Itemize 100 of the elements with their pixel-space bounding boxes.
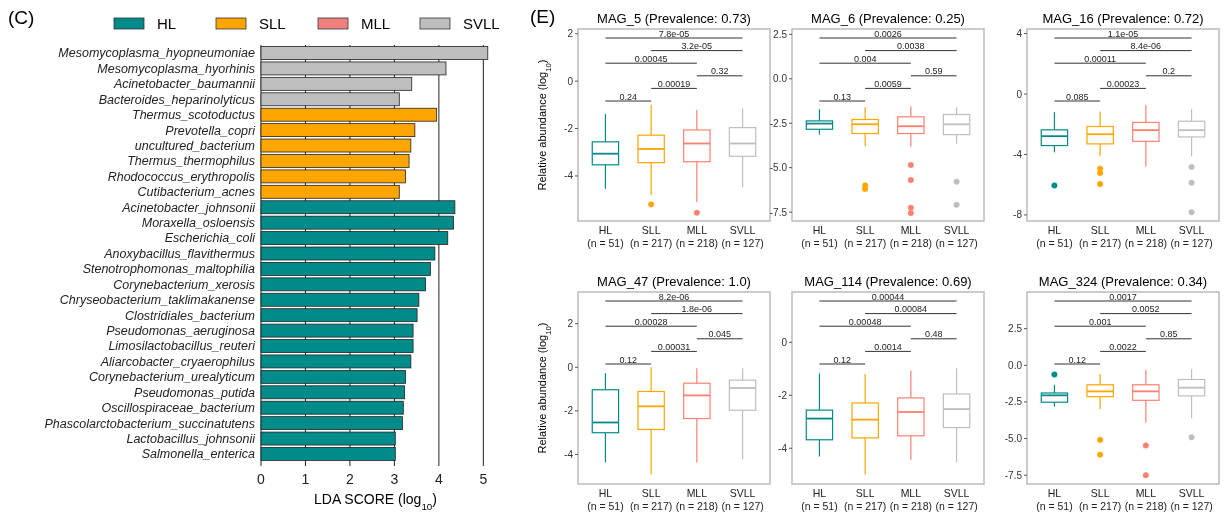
annotation: 0.00044 [871, 291, 905, 302]
significance-bracket: 0.0022 [1099, 341, 1147, 352]
y-tick-label: 2 [567, 318, 574, 330]
y-tick-label: Mesomycoplasma_hyorhinis [97, 61, 255, 76]
significance-bracket: 0.001 [1053, 316, 1147, 327]
x-tick-label: 1 [301, 471, 310, 487]
y-tick-label: -4 [1013, 148, 1023, 160]
y-tick-label: Anoxybacillus_flavithermus [103, 246, 255, 261]
y-tick-label: -4 [564, 449, 574, 461]
x-tick-label: HL (n = 51) [801, 487, 838, 512]
y-tick-label: -4 [564, 170, 574, 182]
annotation: 0.0026 [874, 28, 902, 39]
y-tick-label: 4 [1016, 28, 1023, 40]
annotation: 8.2e-06 [658, 291, 690, 302]
y-tick-label: Limosilactobacillus_reuteri [108, 339, 257, 354]
significance-bracket: 0.2 [1145, 66, 1193, 77]
annotation: 1.8e-06 [681, 304, 713, 315]
annotation: 0.004 [853, 53, 877, 64]
significance-bracket: 0.12 [604, 354, 652, 365]
x-tick-label: MLL (n = 218) [675, 487, 719, 512]
x-tick-label: 2 [346, 471, 355, 487]
y-tick-label: Thermus_thermophilus [127, 154, 255, 169]
annotation: 0.13 [833, 91, 852, 102]
x-tick-label: SVLL (n = 127) [721, 224, 764, 249]
y-tick-label: Acinetobacter_baumannii [112, 77, 257, 92]
significance-bracket: 0.00011 [1053, 53, 1147, 64]
legend-label: HL [157, 15, 177, 32]
annotation: 0.0022 [1109, 341, 1137, 352]
y-tick-label: Pseudomonas_putida [134, 385, 256, 400]
significance-bracket: 0.12 [818, 354, 866, 365]
x-tick-label: SLL (n = 217) [843, 487, 887, 512]
annotation: 0.48 [924, 329, 943, 340]
chart-title: MAG_324 (Prevalence: 0.34) [1038, 274, 1208, 289]
x-tick-label: SLL (n = 217) [1078, 487, 1122, 512]
x-tick-label: MLL (n = 218) [1124, 487, 1168, 512]
significance-bracket: 0.0026 [818, 28, 958, 39]
annotation: 0.0059 [874, 78, 902, 89]
significance-bracket: 0.0052 [1099, 304, 1193, 315]
y-tick-label: Chryseobacterium_taklimakanense [59, 293, 256, 308]
y-tick-label: -4 [778, 442, 788, 454]
y-tick-label: Stenotrophomonas_maltophilia [82, 262, 256, 277]
y-tick-label: Rhodococcus_erythropolis [107, 169, 255, 184]
y-tick-label: Thermus_scotoductus [132, 108, 255, 123]
annotation: 0.12 [619, 354, 638, 365]
significance-bracket: 0.0038 [864, 41, 958, 52]
x-tick-label: HL (n = 51) [587, 224, 624, 249]
x-tick-label: SLL (n = 217) [629, 224, 673, 249]
x-tick-label: SLL (n = 217) [843, 224, 887, 249]
x-tick-label: MLL (n = 218) [675, 224, 719, 249]
annotation: 0.0038 [897, 41, 925, 52]
x-tick-label: SLL (n = 217) [629, 487, 673, 512]
significance-bracket: 0.85 [1145, 329, 1193, 340]
annotation: 1.1e-05 [1107, 28, 1139, 39]
chart-title: MAG_114 (Prevalence: 0.69) [804, 274, 972, 289]
legend-label: MLL [361, 15, 391, 32]
x-tick-label: SVLL (n = 127) [721, 487, 764, 512]
significance-bracket: 0.085 [1053, 91, 1101, 102]
y-tick-label: Bacteroides_heparinolyticus [98, 92, 255, 107]
annotation: 7.8e-05 [658, 28, 690, 39]
y-tick-label: Oscillospiraceae_bacterium [101, 401, 255, 416]
y-tick-label: 2.5 [1008, 323, 1023, 335]
y-tick-label: 0.0 [773, 73, 788, 85]
x-tick-label: SVLL (n = 127) [1170, 224, 1213, 249]
y-tick-label: -2.5 [769, 117, 788, 129]
annotation: 0.59 [924, 66, 943, 77]
y-tick-label: 0 [781, 336, 788, 348]
x-tick-label: 3 [390, 471, 399, 487]
x-tick-label: HL (n = 51) [1036, 224, 1073, 249]
annotation: 0.0017 [1109, 291, 1137, 302]
y-tick-label: Mesomycoplasma_hyopneumoniae [58, 46, 256, 61]
annotation: 0.12 [1068, 354, 1087, 365]
significance-bracket: 0.00048 [818, 316, 912, 327]
significance-bracket: 8.2e-06 [604, 291, 744, 302]
annotation: 0.0052 [1132, 304, 1160, 315]
annotation: 0.00023 [1106, 78, 1140, 89]
significance-bracket: 0.48 [910, 329, 958, 340]
significance-bracket: 0.0017 [1053, 291, 1193, 302]
significance-bracket: 0.00019 [650, 78, 698, 89]
annotation: 0.00084 [894, 304, 928, 315]
y-tick-label: -7.5 [1004, 469, 1023, 481]
x-axis-title: LDA SCORE (log$_{10}$) [314, 491, 437, 512]
annotation: 0.00048 [848, 316, 882, 327]
annotation: 8.4e-06 [1130, 41, 1162, 52]
chart-title: MAG_6 (Prevalence: 0.25) [811, 11, 965, 26]
annotation: 0.00011 [1084, 53, 1117, 64]
y-tick-label: Escherichia_coli [164, 231, 257, 246]
y-tick-label: -2 [564, 405, 574, 417]
annotation: 0.32 [710, 66, 729, 77]
significance-bracket: 0.24 [604, 91, 652, 102]
x-tick-label: HL (n = 51) [587, 487, 624, 512]
significance-bracket: 3.2e-05 [650, 41, 744, 52]
x-tick-label: 4 [434, 471, 443, 487]
significance-bracket: 1.1e-05 [1053, 28, 1193, 39]
significance-bracket: 0.0059 [864, 78, 912, 89]
significance-bracket: 0.00045 [604, 53, 698, 64]
y-tick-label: Aliarcobacter_cryaerophilus [99, 354, 255, 369]
x-tick-label: MLL (n = 218) [1124, 224, 1168, 249]
significance-bracket: 0.004 [818, 53, 912, 64]
annotation: 0.001 [1088, 316, 1112, 327]
annotation: 3.2e-05 [681, 41, 713, 52]
